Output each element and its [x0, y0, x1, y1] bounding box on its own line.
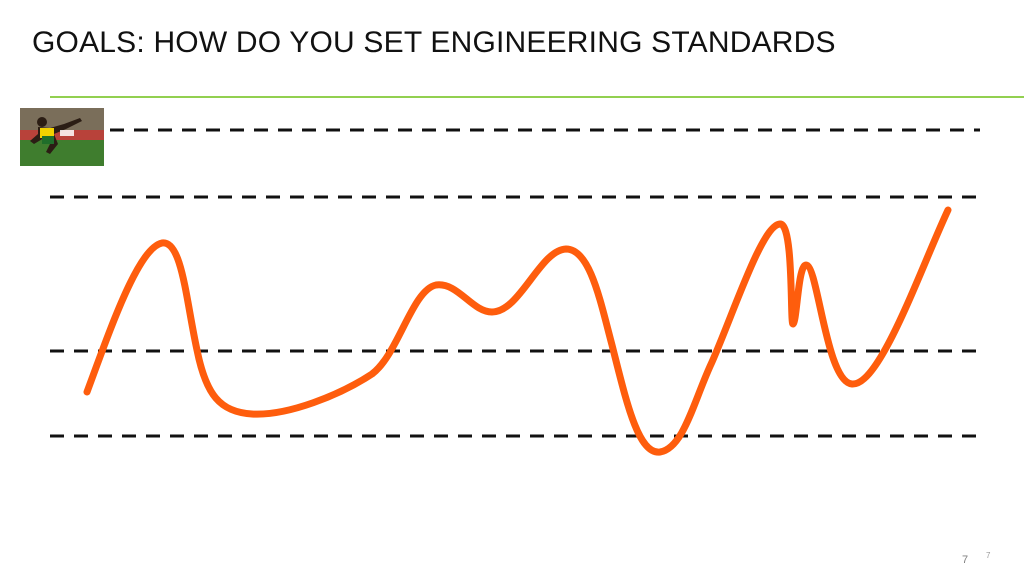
- sprinter-photo-icon: [20, 108, 104, 166]
- page-number-small: 7: [986, 551, 991, 560]
- performance-curve: [83, 206, 952, 456]
- title-divider: [50, 96, 1024, 98]
- page-number: 7: [962, 554, 969, 566]
- slide-title: GOALS: HOW DO YOU SET ENGINEERING STANDA…: [32, 26, 836, 59]
